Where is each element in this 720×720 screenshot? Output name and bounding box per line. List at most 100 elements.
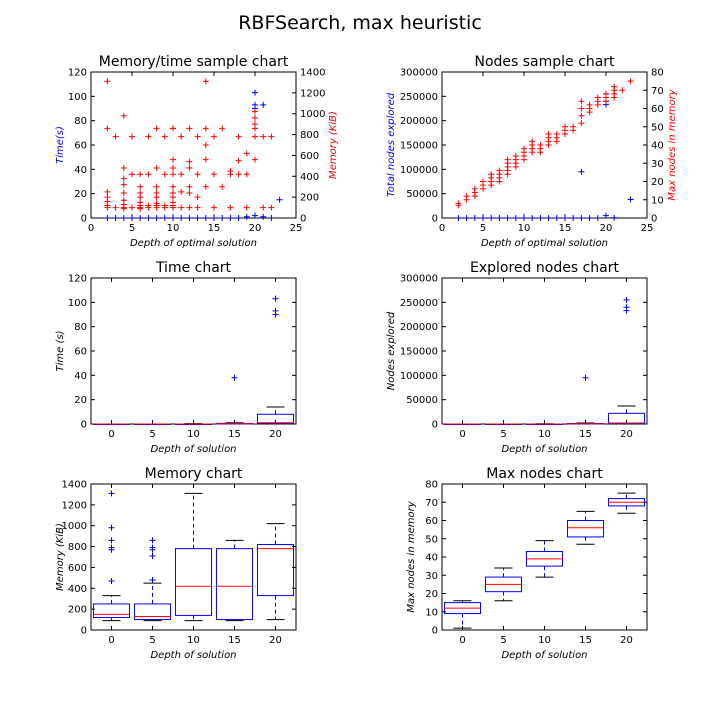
data-point xyxy=(153,215,160,221)
data-point xyxy=(480,185,486,192)
data-point xyxy=(178,171,185,178)
data-point xyxy=(521,215,527,221)
data-point xyxy=(153,204,160,211)
y-tick-label: 250000 xyxy=(400,92,438,103)
chart-nodes-box: Explored nodes chart 0 5 10 15 20 0 50000 100000… xyxy=(386,260,648,455)
y2-tick-label: 30 xyxy=(651,159,664,170)
y-tick-label: 250000 xyxy=(400,298,438,309)
y-axis-label: Time (s) xyxy=(55,331,66,372)
y-tick-label: 400 xyxy=(68,584,87,595)
data-point xyxy=(243,150,250,157)
data-point xyxy=(186,189,193,196)
data-point xyxy=(170,171,176,178)
data-point xyxy=(586,215,593,221)
data-point xyxy=(252,133,258,140)
data-point xyxy=(120,189,127,196)
data-point xyxy=(129,133,135,140)
y2-tick-label: 1200 xyxy=(300,88,325,99)
data-point xyxy=(161,171,168,178)
flier-point xyxy=(623,296,630,303)
y-tick-label: 60 xyxy=(74,141,87,152)
data-point xyxy=(537,215,544,221)
y-tick-label: 10 xyxy=(425,607,438,618)
box-body xyxy=(92,603,131,618)
box-0 xyxy=(443,423,482,425)
y-axis-label: Max nodes in memory xyxy=(406,500,417,612)
data-point xyxy=(578,120,585,127)
box-0 xyxy=(92,423,131,425)
y2-tick-label: 60 xyxy=(651,104,664,115)
y-tick-label: 40 xyxy=(425,553,438,564)
box-body xyxy=(256,413,295,424)
data-point xyxy=(211,215,217,221)
box-10 xyxy=(525,423,564,425)
data-point xyxy=(202,183,209,190)
data-point xyxy=(178,215,185,221)
x-tick-label: 10 xyxy=(167,223,180,234)
data-point xyxy=(227,168,234,175)
data-point xyxy=(137,205,144,212)
data-point xyxy=(252,89,258,96)
data-point xyxy=(202,156,209,163)
x-tick-label: 5 xyxy=(149,429,155,440)
x-tick-label: 20 xyxy=(620,429,633,440)
data-point xyxy=(170,156,176,163)
y-tick-label: 0 xyxy=(81,214,87,225)
box-15 xyxy=(566,374,605,425)
data-point xyxy=(104,125,111,132)
data-point xyxy=(120,175,127,182)
series-left xyxy=(455,90,634,221)
data-point xyxy=(627,196,634,203)
data-point xyxy=(112,215,119,221)
data-point xyxy=(512,163,519,170)
y-tick-label: 50000 xyxy=(406,189,438,200)
data-point xyxy=(578,98,585,105)
data-point xyxy=(619,87,626,94)
data-point xyxy=(480,215,486,221)
chart-title: Max nodes chart xyxy=(486,466,603,482)
y-tick-label: 0 xyxy=(432,626,438,637)
y-tick-label: 120 xyxy=(68,274,87,285)
data-point xyxy=(463,215,470,221)
figure-title: RBFSearch, max heuristic xyxy=(238,12,482,34)
y-axis-label: Nodes explored xyxy=(386,311,397,390)
data-point xyxy=(178,204,185,211)
chart-title: Explored nodes chart xyxy=(470,260,619,276)
data-point xyxy=(170,215,176,221)
data-point xyxy=(578,112,585,119)
data-point xyxy=(129,215,135,221)
x-tick-label: 10 xyxy=(518,223,531,234)
x-tick-label: 5 xyxy=(480,223,486,234)
chart-title: Memory chart xyxy=(145,466,243,482)
y-tick-label: 120 xyxy=(68,68,87,79)
data-point xyxy=(252,212,258,219)
y-tick-label: 60 xyxy=(74,347,87,358)
box-15 xyxy=(215,374,254,425)
box-10 xyxy=(174,423,213,425)
data-point xyxy=(137,215,144,221)
flier-point xyxy=(231,374,238,381)
x-tick-label: 10 xyxy=(187,635,200,646)
data-point xyxy=(496,215,503,221)
series-right xyxy=(455,78,634,209)
y-axis-label: Time(s) xyxy=(55,126,66,164)
data-point xyxy=(129,204,135,211)
data-point xyxy=(120,112,127,119)
box-20 xyxy=(607,492,646,514)
data-point xyxy=(553,215,560,221)
data-point xyxy=(603,98,609,105)
y2-tick-label: 50 xyxy=(651,122,664,133)
data-point xyxy=(104,78,111,85)
data-point xyxy=(194,204,201,211)
x-tick-label: 15 xyxy=(579,429,592,440)
plot-frame xyxy=(90,277,297,425)
data-point xyxy=(235,215,242,221)
data-point xyxy=(194,133,201,140)
y-tick-label: 20 xyxy=(425,589,438,600)
box-body xyxy=(256,543,295,597)
data-point xyxy=(170,164,176,171)
data-point xyxy=(104,188,111,195)
y2-tick-label: 20 xyxy=(651,177,664,188)
